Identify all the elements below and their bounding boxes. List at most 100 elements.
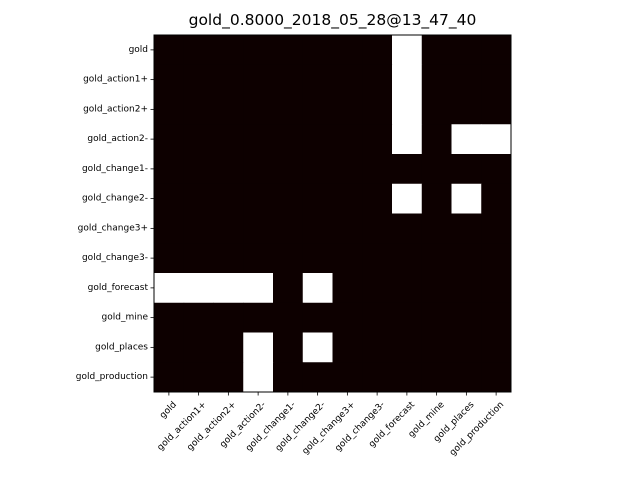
heatmap-cell	[362, 94, 393, 125]
heatmap-cell	[392, 154, 423, 185]
heatmap-cell	[213, 213, 244, 244]
heatmap-cell	[392, 183, 423, 214]
heatmap-cell	[362, 332, 393, 363]
heatmap-cell	[302, 124, 333, 155]
heatmap-cell	[302, 273, 333, 304]
heatmap-cell	[213, 64, 244, 95]
heatmap-cell	[481, 302, 512, 333]
heatmap-cell	[362, 35, 393, 66]
heatmap-cell	[183, 64, 214, 95]
heatmap-cell	[451, 183, 482, 214]
heatmap-cell	[332, 124, 363, 155]
heatmap-cell	[154, 35, 185, 66]
heatmap-cell	[392, 243, 423, 274]
heatmap-cell	[183, 94, 214, 125]
heatmap-cell	[273, 35, 304, 66]
heatmap-cell	[392, 94, 423, 125]
heatmap-cell	[243, 35, 274, 66]
heatmap-cell	[392, 332, 423, 363]
heatmap-cell	[481, 243, 512, 274]
heatmap-cell	[332, 183, 363, 214]
heatmap-cell	[392, 362, 423, 393]
y-tick-label: gold_mine	[102, 313, 149, 323]
heatmap-cell	[302, 362, 333, 393]
heatmap-cell	[451, 302, 482, 333]
heatmap-cell	[154, 213, 185, 244]
heatmap-cell	[421, 94, 452, 125]
heatmap-cell	[154, 243, 185, 274]
heatmap-cell	[273, 94, 304, 125]
heatmap-cell	[213, 332, 244, 363]
heatmap-cell	[481, 213, 512, 244]
heatmap-cell	[213, 362, 244, 393]
heatmap-cell	[481, 94, 512, 125]
heatmap-cell	[154, 94, 185, 125]
heatmap-cell	[421, 273, 452, 304]
y-tick-label: gold_change3-	[82, 253, 148, 263]
heatmap-cell	[481, 183, 512, 214]
heatmap-cell	[273, 273, 304, 304]
heatmap-cell	[213, 243, 244, 274]
heatmap-cell	[362, 362, 393, 393]
heatmap-cell	[213, 35, 244, 66]
heatmap-cell	[154, 124, 185, 155]
heatmap-cell	[154, 362, 185, 393]
heatmap-cell	[362, 124, 393, 155]
x-axis: goldgold_action1+gold_action2+gold_actio…	[156, 392, 506, 458]
y-tick-label: gold_places	[95, 342, 148, 352]
heatmap-cell	[332, 362, 363, 393]
heatmap-cell	[243, 243, 274, 274]
heatmap-cell	[154, 64, 185, 95]
heatmap-cell	[273, 64, 304, 95]
heatmap-cell	[332, 35, 363, 66]
y-tick-label: gold_forecast	[88, 283, 149, 293]
heatmap-cell	[154, 183, 185, 214]
chart-title: gold_0.8000_2018_05_28@13_47_40	[188, 11, 477, 29]
heatmap-cell	[183, 154, 214, 185]
heatmap-cell	[421, 35, 452, 66]
heatmap-cell	[421, 362, 452, 393]
heatmap-cell	[273, 213, 304, 244]
heatmap-cell	[392, 64, 423, 95]
heatmap-cell	[421, 154, 452, 185]
heatmap-cell	[243, 94, 274, 125]
heatmap-cells	[154, 35, 512, 393]
heatmap-cell	[154, 154, 185, 185]
x-tick-label: gold_production	[448, 400, 506, 458]
heatmap-cell	[273, 124, 304, 155]
heatmap-cell	[421, 64, 452, 95]
heatmap-cell	[302, 302, 333, 333]
y-tick-label: gold_change2-	[82, 194, 148, 204]
heatmap-cell	[421, 213, 452, 244]
heatmap-cell	[183, 213, 214, 244]
heatmap-cell	[362, 183, 393, 214]
x-tick-label: gold	[158, 400, 179, 421]
heatmap-cell	[183, 362, 214, 393]
heatmap-cell	[332, 243, 363, 274]
heatmap-cell	[183, 124, 214, 155]
heatmap-cell	[273, 183, 304, 214]
heatmap-cell	[451, 213, 482, 244]
y-tick-label: gold_action1+	[83, 75, 148, 85]
heatmap-cell	[392, 302, 423, 333]
plot-border	[153, 34, 512, 393]
heatmap-cell	[273, 332, 304, 363]
heatmap-cell	[243, 332, 274, 363]
heatmap-cell	[362, 273, 393, 304]
heatmap-cell	[243, 154, 274, 185]
heatmap-cell	[421, 243, 452, 274]
heatmap-cell	[273, 302, 304, 333]
heatmap-cell	[273, 362, 304, 393]
heatmap-cell	[273, 243, 304, 274]
heatmap-cell	[362, 302, 393, 333]
heatmap-cell	[332, 154, 363, 185]
heatmap-cell	[213, 124, 244, 155]
heatmap-cell	[154, 302, 185, 333]
x-tick-label: gold_change3+	[301, 400, 358, 457]
heatmap-cell	[183, 302, 214, 333]
heatmap-cell	[362, 243, 393, 274]
heatmap-cell	[451, 94, 482, 125]
heatmap-cell	[451, 273, 482, 304]
plot-frame	[153, 34, 512, 393]
heatmap-cell	[243, 302, 274, 333]
